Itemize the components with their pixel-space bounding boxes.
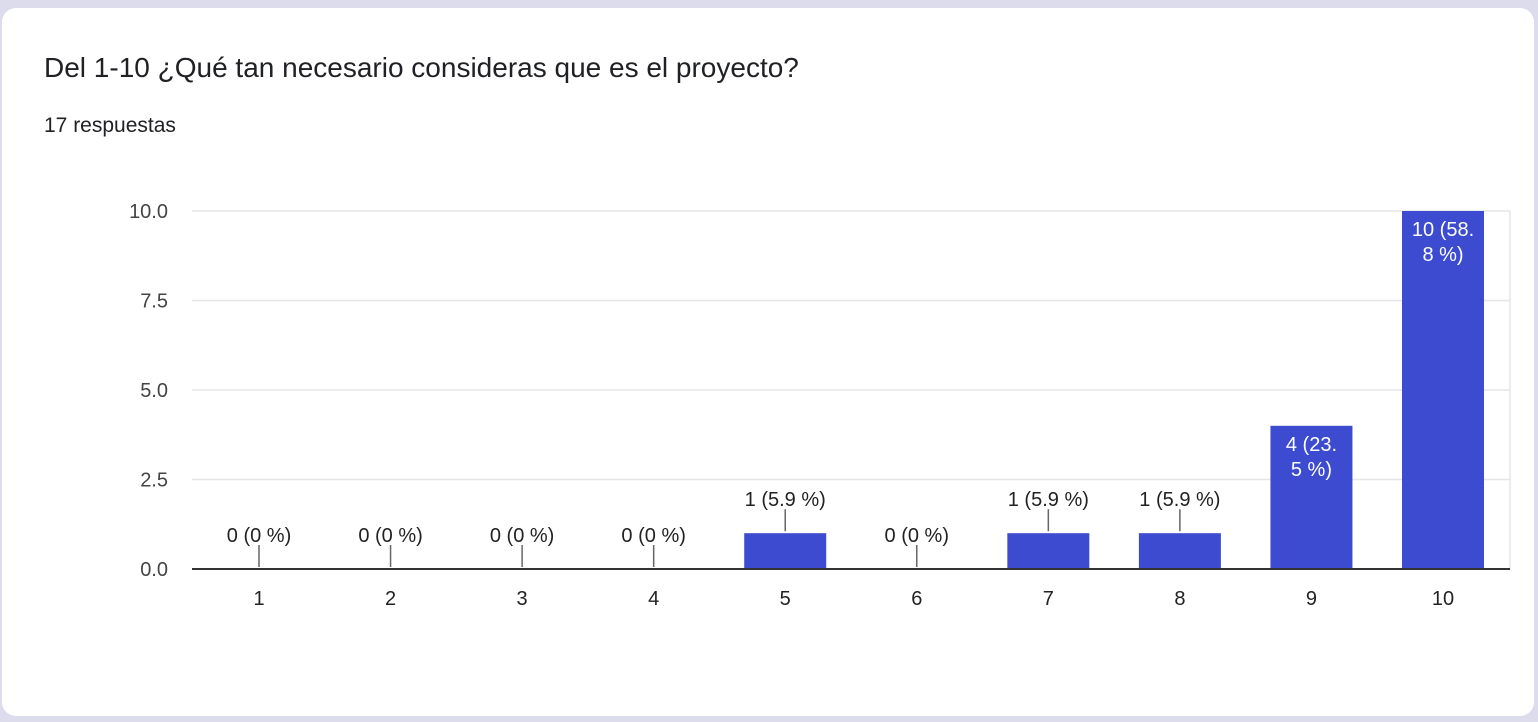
chart-card	[2, 8, 1534, 716]
data-label: 1 (5.9 %)	[745, 489, 826, 511]
response-count: 17 respuestas	[44, 114, 176, 137]
bar	[1270, 425, 1353, 569]
y-tick-label: 7.5	[140, 291, 168, 313]
x-tick-label: 2	[385, 588, 396, 610]
data-label: 0 (0 %)	[885, 525, 949, 547]
data-label: 0 (0 %)	[358, 525, 422, 547]
x-tick-label: 1	[253, 588, 264, 610]
bar	[744, 533, 827, 569]
data-label: 0 (0 %)	[621, 525, 685, 547]
axes: 0.0 2.5 5.0 7.5 10.0 1 2 3 4 5 6 7 8 9 10	[129, 201, 1510, 610]
data-label: 10 (58.	[1412, 219, 1474, 241]
x-tick-label: 4	[648, 588, 659, 610]
data-label: 0 (0 %)	[227, 525, 291, 547]
bars	[744, 211, 1484, 569]
y-tick-label: 10.0	[129, 201, 168, 223]
data-label: 1 (5.9 %)	[1139, 489, 1220, 511]
y-tick-label: 2.5	[140, 470, 168, 492]
bar	[1138, 533, 1221, 569]
x-tick-label: 5	[780, 588, 791, 610]
x-tick-label: 6	[911, 588, 922, 610]
x-tick-label: 9	[1306, 588, 1317, 610]
x-tick-label: 10	[1432, 588, 1454, 610]
data-label: 0 (0 %)	[490, 525, 554, 547]
data-label: 1 (5.9 %)	[1008, 489, 1089, 511]
x-tick-label: 8	[1174, 588, 1185, 610]
x-tick-label: 3	[517, 588, 528, 610]
y-tick-label: 0.0	[140, 559, 168, 581]
data-labels: 0 (0 %) 0 (0 %) 0 (0 %) 0 (0 %) 1 (5.9 %) 0 (…	[227, 219, 1474, 567]
data-label: 4 (23.	[1286, 434, 1337, 456]
data-label: 8 %)	[1422, 244, 1463, 266]
x-tick-label: 7	[1043, 588, 1054, 610]
data-label: 5 %)	[1291, 459, 1332, 481]
bar	[1402, 211, 1484, 569]
chart-title: Del 1-10 ¿Qué tan necesario consideras q…	[44, 52, 799, 83]
bar	[1007, 533, 1090, 569]
y-tick-label: 5.0	[140, 380, 168, 402]
